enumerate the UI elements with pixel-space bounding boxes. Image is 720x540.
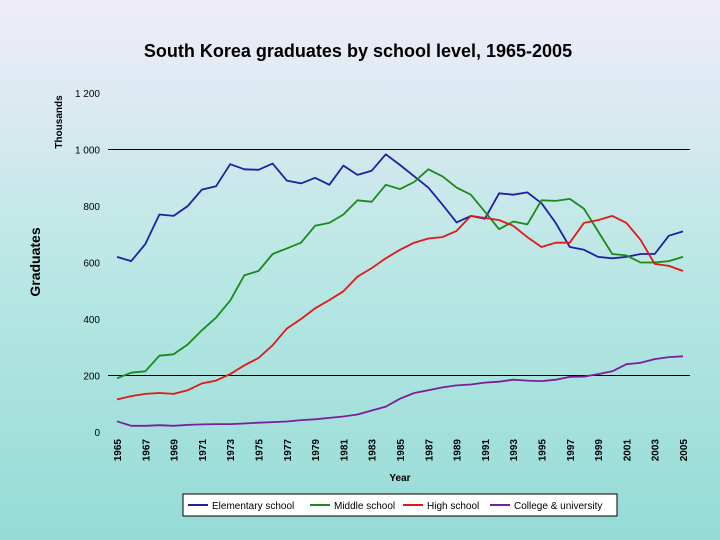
- series-line-high-school: [116, 214, 684, 401]
- x-tick-label: 1967: [141, 439, 152, 462]
- x-tick-label: 2005: [679, 439, 690, 462]
- y-tick-label: 800: [83, 202, 100, 213]
- x-tick-label: 1997: [566, 439, 577, 462]
- y-tick-label: 200: [83, 372, 100, 383]
- x-tick-label: 1965: [113, 439, 124, 462]
- y-tick-label: 1 000: [75, 146, 100, 157]
- x-tick-label: 1983: [368, 439, 379, 462]
- x-tick-label: 1993: [509, 439, 520, 462]
- series-lines: [116, 153, 684, 427]
- x-tick-label: 2003: [651, 439, 662, 462]
- x-tick-label: 1969: [170, 439, 181, 462]
- x-axis-label: Year: [389, 473, 410, 484]
- legend-label: High school: [427, 501, 479, 512]
- y-tick-label: 1 200: [75, 89, 100, 100]
- series-line-middle-school: [116, 168, 684, 380]
- y-axis-label: Graduates: [27, 227, 43, 296]
- y-tick-label: 0: [94, 428, 100, 439]
- series-line-elementary-school: [116, 153, 684, 263]
- legend-box: [182, 493, 618, 517]
- x-tick-label: 1991: [481, 439, 492, 462]
- legend-label: Elementary school: [212, 501, 294, 512]
- legend-label: College & university: [514, 501, 602, 512]
- y-tick-label: 400: [83, 315, 100, 326]
- plot-area: [110, 93, 689, 433]
- x-tick-label: 1977: [283, 439, 294, 462]
- x-tick-label: 1995: [538, 439, 549, 462]
- x-tick-labels: 1965 1967 1969 1971 1973 1975 1977 1979 1981 1983…: [113, 439, 690, 462]
- legend-label: Middle school: [334, 501, 395, 512]
- x-tick-label: 1987: [424, 439, 435, 462]
- legend: Elementary school Middle school High schoo…: [182, 493, 618, 517]
- x-tick-label: 1973: [226, 439, 237, 462]
- y-tick-labels: 0 200 400 600 800 1 000 1 200: [75, 89, 100, 439]
- x-tick-label: 1999: [594, 439, 605, 462]
- x-tick-label: 1981: [339, 439, 350, 462]
- x-tick-label: 1975: [255, 439, 266, 462]
- chart-title: South Korea graduates by school level, 1…: [144, 41, 572, 61]
- x-tick-label: 1989: [453, 439, 464, 462]
- x-tick-label: 1985: [396, 439, 407, 462]
- series-line-college-university: [116, 355, 684, 427]
- x-tick-label: 2001: [622, 439, 633, 462]
- y-tick-label: 600: [83, 259, 100, 270]
- x-tick-label: 1971: [198, 439, 209, 462]
- x-tick-label: 1979: [311, 439, 322, 462]
- y-axis-unit-label: Thousands: [54, 95, 65, 149]
